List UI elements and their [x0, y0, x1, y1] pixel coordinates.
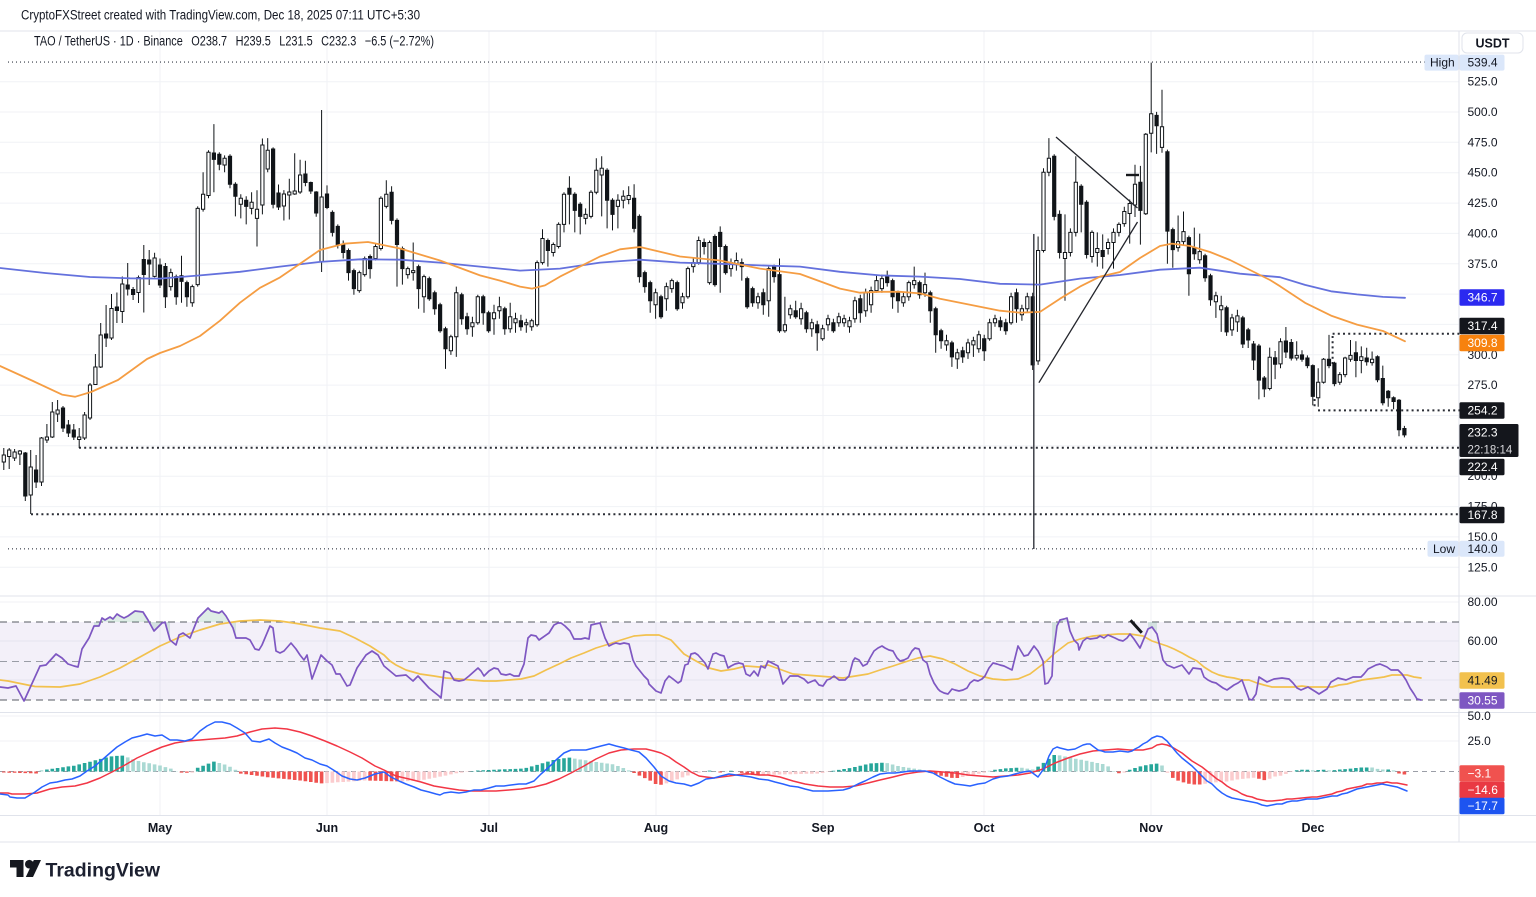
svg-text:Nov: Nov [1139, 821, 1163, 835]
svg-text:USDT: USDT [1475, 37, 1509, 51]
svg-text:25.0: 25.0 [1468, 734, 1492, 748]
svg-text:167.8: 167.8 [1468, 508, 1498, 522]
svg-text:525.0: 525.0 [1468, 75, 1498, 89]
svg-text:500.0: 500.0 [1468, 105, 1498, 119]
svg-text:50.0: 50.0 [1468, 709, 1492, 723]
svg-text:Low: Low [1433, 542, 1455, 556]
svg-text:232.3: 232.3 [1468, 426, 1498, 440]
svg-text:80.00: 80.00 [1468, 595, 1498, 609]
svg-text:400.0: 400.0 [1468, 226, 1498, 240]
svg-text:Jun: Jun [316, 821, 338, 835]
svg-text:−17.7: −17.7 [1468, 799, 1499, 813]
svg-text:−14.6: −14.6 [1468, 783, 1499, 797]
svg-text:Jul: Jul [480, 821, 498, 835]
svg-text:150.0: 150.0 [1468, 530, 1498, 544]
svg-text:Sep: Sep [812, 821, 835, 835]
svg-text:41.49: 41.49 [1468, 674, 1498, 688]
svg-text:60.00: 60.00 [1468, 634, 1498, 648]
svg-text:22:18:14: 22:18:14 [1468, 445, 1513, 457]
svg-text:Dec: Dec [1302, 821, 1325, 835]
svg-text:222.4: 222.4 [1468, 460, 1498, 474]
svg-text:CryptoFXStreet created with Tr: CryptoFXStreet created with TradingView.… [21, 8, 420, 23]
svg-text:High: High [1430, 56, 1455, 70]
svg-text:346.7: 346.7 [1468, 291, 1498, 305]
svg-text:450.0: 450.0 [1468, 166, 1498, 180]
svg-text:475.0: 475.0 [1468, 135, 1498, 149]
svg-text:317.4: 317.4 [1468, 319, 1498, 333]
svg-text:Oct: Oct [974, 821, 996, 835]
svg-text:375.0: 375.0 [1468, 257, 1498, 271]
svg-text:425.0: 425.0 [1468, 196, 1498, 210]
svg-text:May: May [148, 821, 172, 835]
svg-text:309.8: 309.8 [1468, 336, 1498, 350]
svg-text:−3.1: −3.1 [1468, 767, 1492, 781]
svg-text:TAO / TetherUS · 1D · Binance: TAO / TetherUS · 1D · Binance O238.7 H23… [34, 34, 434, 49]
svg-text:Aug: Aug [644, 821, 668, 835]
svg-text:275.0: 275.0 [1468, 378, 1498, 392]
svg-text:125.0: 125.0 [1468, 560, 1498, 574]
svg-text:140.0: 140.0 [1468, 542, 1498, 556]
svg-text:539.4: 539.4 [1468, 56, 1498, 70]
svg-text:TradingView: TradingView [46, 860, 161, 882]
svg-text:30.55: 30.55 [1468, 694, 1498, 708]
svg-text:254.2: 254.2 [1468, 404, 1498, 418]
